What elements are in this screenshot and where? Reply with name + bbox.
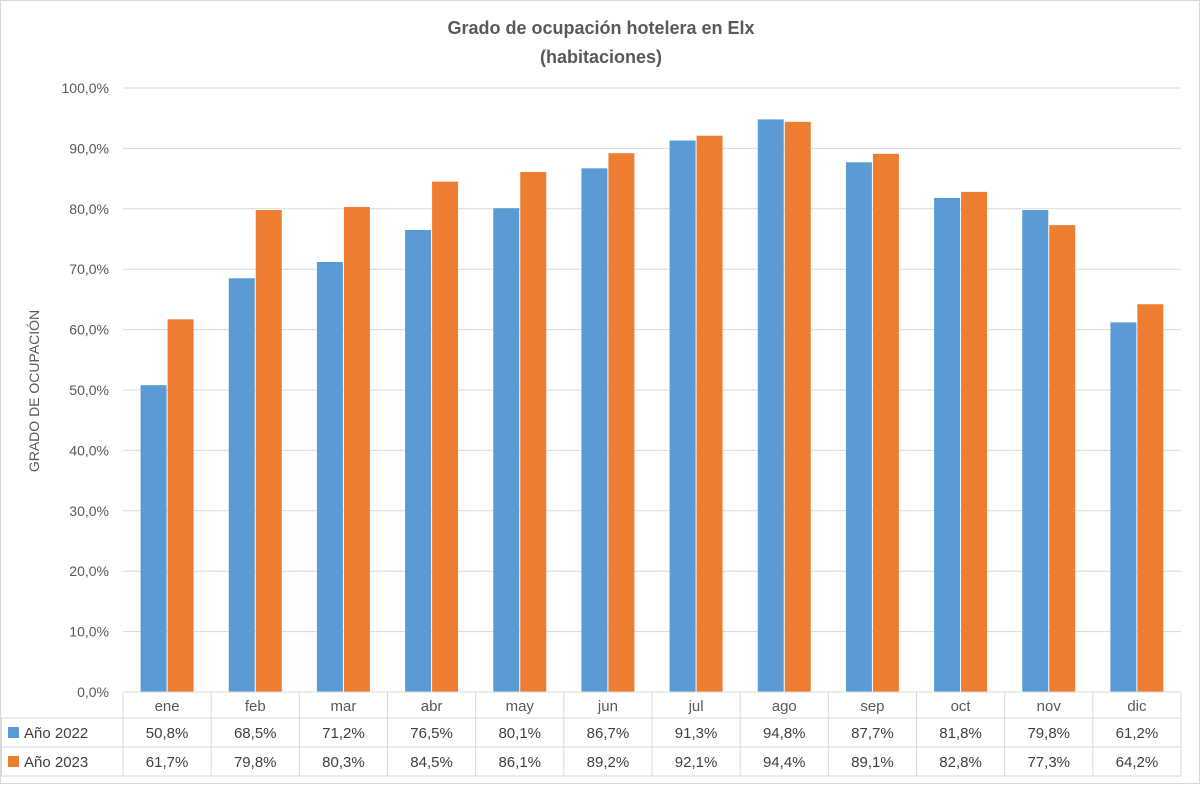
bars [140, 119, 1164, 693]
y-tick-label: 50,0% [69, 382, 109, 398]
data-label: 87,7% [851, 725, 894, 742]
y-tick-label: 100,0% [62, 80, 109, 96]
data-label: 80,1% [498, 725, 541, 742]
category-label: dic [1127, 698, 1147, 715]
bar [696, 135, 723, 692]
data-label: 86,1% [498, 754, 541, 771]
bar [228, 278, 255, 692]
data-label: 61,7% [146, 754, 189, 771]
category-label: mar [330, 698, 356, 715]
category-label: abr [421, 698, 443, 715]
data-table: ene feb mar abr may jun jul ago sep oct nov dic Año … [1, 691, 1182, 777]
data-label: 79,8% [1027, 725, 1070, 742]
y-axis-label: GRADO DE OCUPACIÓN [26, 310, 42, 472]
bar [255, 210, 282, 692]
y-tick-label: 0,0% [77, 684, 109, 700]
legend-swatch [8, 756, 19, 767]
data-label: 91,3% [675, 725, 718, 742]
data-label: 81,8% [939, 725, 982, 742]
data-label: 80,3% [322, 754, 365, 771]
bar [608, 153, 635, 692]
bar [493, 208, 520, 693]
category-label: nov [1037, 698, 1062, 715]
bar [1137, 304, 1164, 692]
data-label: 79,8% [234, 754, 277, 771]
data-label: 92,1% [675, 754, 718, 771]
bar [961, 191, 988, 692]
y-axis-ticks: 0,0% 10,0% 20,0% 30,0% 40,0% 50,0% 60,0% 70,0% 8… [62, 80, 109, 700]
data-label: 61,2% [1116, 725, 1159, 742]
bar [934, 197, 961, 693]
bar [1022, 210, 1049, 692]
data-label: 77,3% [1027, 754, 1070, 771]
bar [520, 171, 547, 692]
bar [432, 181, 459, 692]
gridlines [123, 87, 1181, 633]
bar [757, 119, 784, 692]
chart-title: Grado de ocupación hotelera en Elx [447, 18, 754, 38]
bar [405, 229, 432, 692]
data-label: 64,2% [1116, 754, 1159, 771]
y-tick-label: 20,0% [69, 563, 109, 579]
data-label: 68,5% [234, 725, 277, 742]
bar [167, 319, 194, 692]
bar [343, 206, 370, 692]
category-label: may [506, 698, 535, 715]
bar [1110, 322, 1137, 692]
legend-swatch [8, 727, 19, 738]
data-label: 71,2% [322, 725, 365, 742]
category-label: ene [155, 698, 180, 715]
category-label: jun [597, 698, 618, 715]
data-label: 76,5% [410, 725, 453, 742]
chart-subtitle: (habitaciones) [540, 47, 662, 67]
data-label: 89,1% [851, 754, 894, 771]
y-tick-label: 80,0% [69, 201, 109, 217]
bar [845, 162, 872, 693]
bar [784, 121, 811, 693]
bar [581, 168, 608, 692]
y-tick-label: 60,0% [69, 322, 109, 338]
data-label: 84,5% [410, 754, 453, 771]
data-label: 89,2% [587, 754, 630, 771]
y-tick-label: 30,0% [69, 503, 109, 519]
bar [316, 261, 343, 692]
category-label: oct [951, 698, 972, 715]
category-label: feb [245, 698, 266, 715]
bar [669, 140, 696, 693]
category-label: jul [688, 698, 704, 715]
y-tick-label: 40,0% [69, 442, 109, 458]
data-label: 94,4% [763, 754, 806, 771]
bar [140, 385, 167, 692]
data-label: 86,7% [587, 725, 630, 742]
bar [872, 153, 899, 692]
data-label: 82,8% [939, 754, 982, 771]
legend-label: Año 2023 [24, 754, 88, 771]
bar [1049, 225, 1076, 692]
y-tick-label: 70,0% [69, 261, 109, 277]
data-label: 94,8% [763, 725, 806, 742]
category-label: ago [772, 698, 797, 715]
legend-label: Año 2022 [24, 725, 88, 742]
category-label: sep [860, 698, 884, 715]
y-tick-label: 90,0% [69, 140, 109, 156]
data-label: 50,8% [146, 725, 189, 742]
y-tick-label: 10,0% [69, 624, 109, 640]
